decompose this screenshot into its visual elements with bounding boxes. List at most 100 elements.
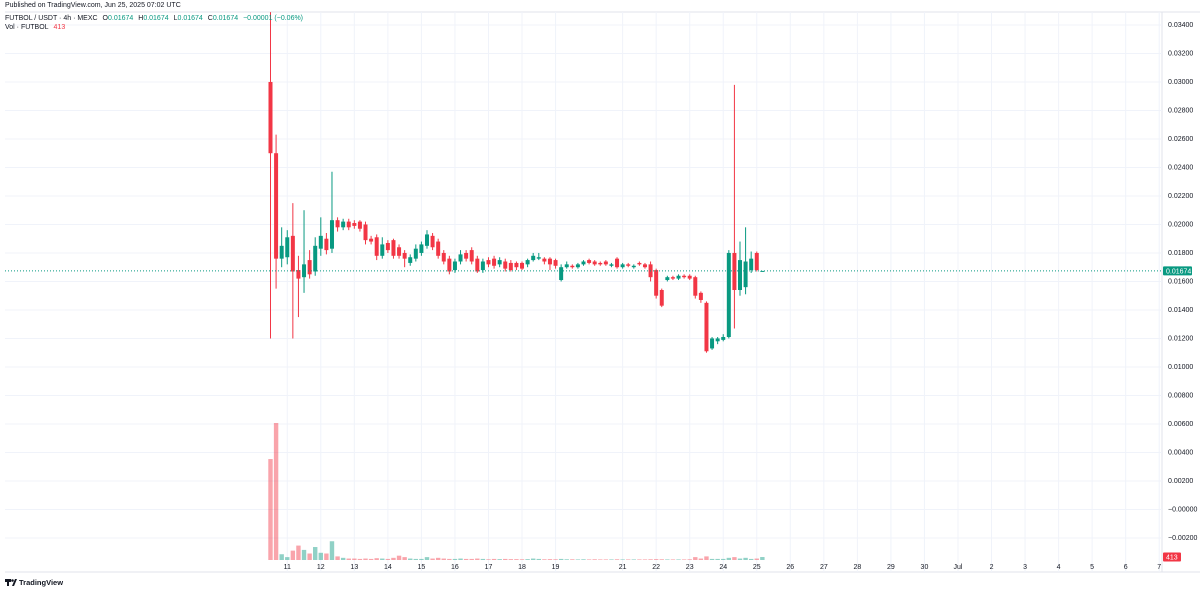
candle-body — [760, 270, 765, 272]
candle-body — [357, 221, 362, 229]
x-tick-label: 16 — [451, 564, 459, 571]
candle-body — [693, 277, 698, 296]
symbol: FUTBOL / USDT · 4h · MEXC — [5, 15, 98, 22]
volume-bar — [508, 559, 514, 560]
y-tick-label: 0.03200 — [1168, 50, 1193, 57]
candle-body — [721, 337, 726, 340]
candle-body — [430, 235, 435, 248]
volume-bar — [435, 557, 441, 560]
volume-bar — [419, 558, 424, 560]
brand-logo — [5, 579, 17, 586]
candle-body — [575, 264, 580, 268]
candle-body — [659, 290, 664, 306]
candle-body — [285, 237, 290, 258]
y-tick-label: 0.00200 — [1168, 478, 1193, 485]
key: H — [138, 15, 144, 22]
volume-pane — [268, 423, 765, 560]
volume-bar — [642, 559, 648, 560]
volume-bar — [558, 558, 564, 560]
candle-body — [564, 264, 569, 268]
volume-bar — [352, 558, 357, 560]
ohlc-high: H0.01674 — [138, 15, 171, 22]
candle-body — [520, 262, 525, 269]
y-tick-label: −0.00000 — [1168, 506, 1197, 513]
x-tick-label: 14 — [384, 564, 392, 571]
candle-body — [665, 277, 670, 281]
x-tick-label: 24 — [719, 564, 727, 571]
candle-body — [682, 275, 687, 278]
candle-body — [408, 257, 413, 263]
volume-bar — [307, 553, 312, 560]
candle-body — [743, 261, 748, 288]
last-price-box — [1163, 266, 1192, 276]
volume-bar — [340, 557, 346, 560]
x-tick-label: 12 — [317, 564, 325, 571]
volume-bar — [542, 559, 547, 560]
volume-bar — [648, 559, 653, 560]
volume-bar — [313, 547, 318, 560]
x-tick-label: 25 — [753, 564, 761, 571]
x-tick-label: 4 — [1057, 564, 1061, 571]
value: 0.01674 — [212, 15, 239, 22]
volume-bar — [743, 557, 748, 560]
x-tick-label: 23 — [686, 564, 694, 571]
x-tick-label: 5 — [1090, 564, 1094, 571]
y-tick-label: 0.01000 — [1168, 364, 1193, 371]
volume-bar — [687, 559, 692, 560]
candles — [268, 12, 765, 353]
candle-body — [341, 221, 346, 228]
x-tick-label: 2 — [990, 564, 994, 571]
candle-body — [536, 257, 541, 259]
candle-body — [318, 235, 323, 249]
x-tick-label: 30 — [921, 564, 929, 571]
key: O — [102, 15, 108, 22]
candle-body — [587, 260, 592, 263]
x-tick-label: 11 — [284, 564, 291, 571]
volume-bar — [732, 557, 737, 560]
volume-bar — [519, 559, 525, 560]
x-tick-label: Jul — [954, 564, 963, 571]
volume-bar — [536, 558, 541, 560]
x-tick-label: 15 — [418, 564, 426, 571]
candle-body — [654, 270, 659, 296]
candle-body — [324, 238, 329, 251]
candle-body — [363, 224, 368, 241]
x-tick-label: 22 — [652, 564, 660, 571]
volume-bar — [285, 557, 290, 560]
volume-bar — [408, 558, 413, 560]
x-tick-label: 29 — [887, 564, 895, 571]
volume-bar — [497, 559, 502, 560]
candle-body — [419, 244, 424, 253]
candle-body — [296, 270, 301, 279]
candle-body — [441, 252, 446, 262]
y-tick-label: 0.03400 — [1168, 22, 1193, 29]
candle-body — [738, 260, 743, 291]
volume-bar — [357, 558, 363, 560]
value: 0.01674 — [107, 15, 134, 22]
candle-body — [391, 240, 396, 256]
volume-bar — [698, 558, 704, 560]
volume-bar — [396, 555, 402, 560]
volume-bar — [475, 558, 480, 560]
candle-body — [385, 242, 390, 251]
volume-bar — [430, 558, 435, 560]
volume-bar — [609, 559, 614, 560]
candle-body — [603, 261, 608, 265]
volume-bar — [329, 541, 335, 560]
volume-bar — [491, 558, 497, 560]
volume-bar — [603, 559, 609, 560]
volume-bar — [318, 552, 323, 560]
candle-body — [687, 275, 692, 279]
candle-body — [402, 252, 407, 259]
candle-body — [475, 258, 480, 272]
candle-body — [279, 245, 284, 259]
y-tick-label: 0.00800 — [1168, 392, 1193, 399]
candle-body — [715, 338, 720, 342]
volume-bar — [380, 558, 385, 560]
candle-body — [447, 258, 452, 272]
candle-body — [329, 220, 334, 249]
candle-body — [525, 260, 530, 265]
volume-bar — [480, 558, 486, 560]
